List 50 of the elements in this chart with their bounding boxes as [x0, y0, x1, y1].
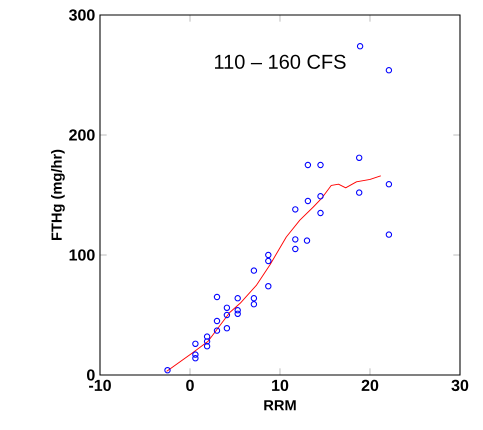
point [224, 304, 230, 312]
point [292, 206, 298, 213]
point [224, 325, 230, 332]
point [265, 252, 272, 258]
x-tick-label: 0 [186, 380, 194, 392]
point [192, 355, 199, 362]
point [386, 67, 392, 74]
point [292, 246, 298, 252]
y-tick-label: 200 [69, 129, 95, 141]
y-axis-title: FTHg (mg/hr) [51, 150, 65, 240]
point [356, 189, 362, 196]
point [386, 231, 392, 238]
point [386, 181, 392, 188]
point [214, 327, 220, 334]
point [192, 340, 199, 347]
x-tick-label: -10 [89, 380, 111, 392]
point [204, 343, 210, 350]
point [204, 338, 210, 345]
point [292, 236, 298, 243]
point [204, 333, 210, 340]
point [304, 198, 312, 204]
point [317, 210, 324, 216]
point [214, 294, 220, 300]
x-axis-title: RRM [264, 400, 296, 410]
text: 110 – 160 CFS [215, 54, 346, 69]
point [265, 258, 272, 264]
x-tick-label: 30 [451, 380, 468, 392]
point [356, 43, 364, 50]
point [356, 154, 362, 161]
point [192, 351, 199, 358]
point [224, 312, 230, 318]
point [250, 301, 258, 308]
y-tick-label: 0 [87, 369, 95, 381]
point [234, 310, 241, 318]
point [250, 267, 258, 274]
line-series [166, 175, 382, 372]
point [265, 283, 272, 290]
y-tick-label: 300 [68, 9, 95, 21]
point [317, 193, 324, 200]
point [250, 295, 258, 302]
point [304, 162, 312, 168]
y-tick-label: 100 [70, 249, 95, 261]
x-tick-label: 10 [272, 380, 288, 392]
point [164, 367, 171, 374]
point [304, 237, 310, 244]
point [214, 318, 220, 324]
x-tick-label: 20 [362, 380, 378, 392]
point [317, 162, 324, 168]
point [234, 295, 241, 302]
point [234, 307, 241, 314]
